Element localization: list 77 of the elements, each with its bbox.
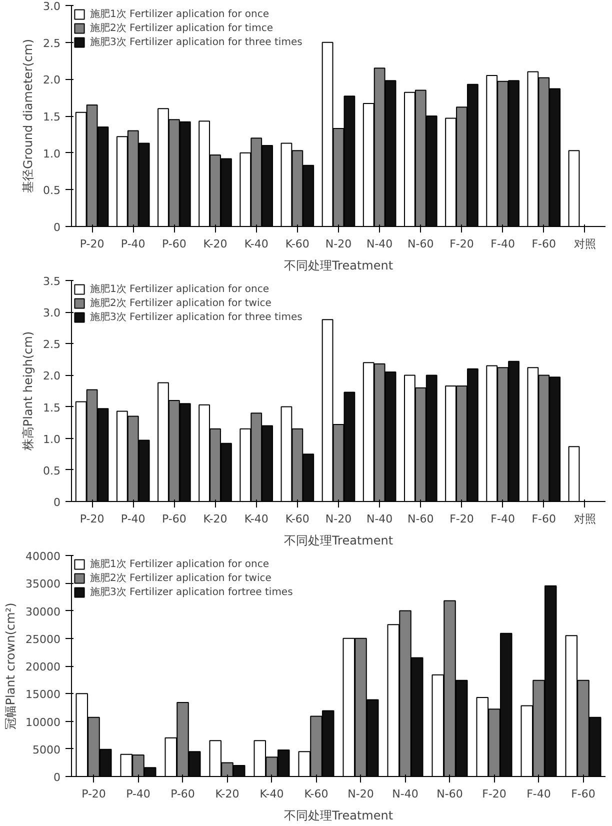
legend-label: 施肥3次 Fertilizer aplication for three times: [90, 36, 302, 49]
x-tick-label: F-40: [490, 512, 515, 526]
legend-label: 施肥3次 Fertilizer aplication fortree times: [90, 586, 293, 599]
legend-label: 施肥2次 Fertilizer aplication for timce: [90, 22, 273, 35]
y-tick-label: 0: [54, 771, 60, 784]
y-tick-label: 20000: [26, 660, 61, 674]
y-tick-label: 1.5: [43, 110, 61, 124]
y-tick-label: 25000: [26, 632, 61, 646]
legend-label: 施肥2次 Fertilizer aplication for twice: [90, 296, 272, 310]
x-tick-label: P-60: [170, 788, 195, 800]
x-tick-label: K-60: [304, 788, 328, 800]
x-tick-label: F-20: [450, 512, 474, 526]
x-tick-label: K-20: [203, 512, 228, 526]
x-tick-label: N-40: [366, 238, 393, 250]
y-tick-label: 3.0: [43, 306, 61, 320]
x-tick-label: N-20: [325, 512, 352, 526]
y-axis-title: 株高Plant heigh(cm): [21, 331, 36, 452]
legend-label: 施肥1次 Fertilizer aplication for once: [90, 282, 269, 296]
y-tick-label: 2.0: [43, 74, 61, 87]
y-tick-label: 1.0: [43, 147, 61, 160]
x-tick-label: 对照: [574, 238, 596, 250]
x-tick-label: N-20: [348, 788, 374, 800]
x-tick-label: F-40: [526, 788, 551, 800]
x-tick-label: K-60: [285, 512, 310, 526]
x-axis-title: 不同处理Treatment: [284, 258, 394, 272]
x-tick-label: N-20: [325, 238, 352, 250]
y-tick-label: 3.5: [43, 275, 61, 288]
x-axis-title: 不同处理Treatment: [284, 808, 394, 822]
y-axis-title: 冠幅Plant crown(cm²): [4, 602, 18, 730]
x-tick-label: P-20: [80, 238, 104, 250]
x-tick-label: K-20: [215, 788, 240, 800]
y-tick-label: 2.5: [43, 338, 61, 352]
x-tick-label: P-60: [162, 238, 186, 250]
x-tick-label: F-20: [450, 238, 474, 250]
y-tick-label: 40000: [26, 550, 61, 563]
y-tick-label: 35000: [26, 578, 61, 591]
x-tick-label: K-20: [203, 238, 228, 250]
x-tick-label: P-60: [162, 512, 186, 526]
x-tick-label: F-60: [571, 788, 596, 800]
y-tick-label: 2.0: [43, 370, 61, 383]
x-tick-label: P-20: [82, 788, 106, 800]
y-tick-label: 10000: [26, 716, 61, 729]
x-tick-label: N-60: [408, 238, 434, 250]
x-tick-label: K-40: [260, 788, 284, 800]
x-tick-label: F-60: [532, 238, 556, 250]
y-tick-label: 0.5: [43, 464, 61, 478]
x-tick-label: N-60: [408, 512, 434, 526]
y-tick-label: 0: [54, 496, 60, 509]
x-tick-label: F-20: [482, 788, 506, 800]
y-tick-label: 5000: [32, 743, 61, 756]
legend-label: 施肥3次 Fertilizer aplication for three times: [90, 310, 302, 324]
x-tick-label: N-40: [366, 512, 393, 526]
y-axis-title: 基径Ground diameter(cm): [21, 38, 36, 193]
legend-label: 施肥1次 Fertilizer aplication for once: [90, 8, 269, 21]
x-tick-label: P-40: [120, 238, 146, 250]
y-tick-label: 1.0: [43, 432, 61, 446]
y-tick-label: 3.0: [43, 0, 61, 13]
y-tick-label: 30000: [26, 605, 61, 618]
legend-label: 施肥2次 Fertilizer aplication for twice: [90, 572, 272, 585]
y-tick-label: 15000: [26, 688, 61, 702]
y-tick-label: 0: [54, 221, 60, 234]
x-tick-label: F-40: [490, 238, 515, 250]
x-tick-label: K-60: [285, 238, 310, 250]
x-tick-label: F-60: [532, 512, 556, 526]
x-tick-label: N-40: [392, 788, 418, 800]
x-tick-label: P-20: [80, 512, 104, 526]
x-tick-label: K-40: [244, 238, 268, 250]
x-tick-label: P-40: [126, 788, 150, 800]
y-tick-label: 0.5: [43, 184, 61, 198]
x-tick-label: P-40: [120, 512, 146, 526]
y-tick-label: 2.5: [43, 36, 61, 50]
x-tick-label: N-60: [436, 788, 463, 800]
x-axis-title: 不同处理Treatment: [284, 534, 394, 548]
legend-label: 施肥1次 Fertilizer aplication for once: [90, 558, 269, 571]
x-tick-label: 对照: [574, 512, 596, 526]
x-tick-label: K-40: [244, 512, 268, 526]
y-tick-label: 1.5: [43, 401, 61, 414]
